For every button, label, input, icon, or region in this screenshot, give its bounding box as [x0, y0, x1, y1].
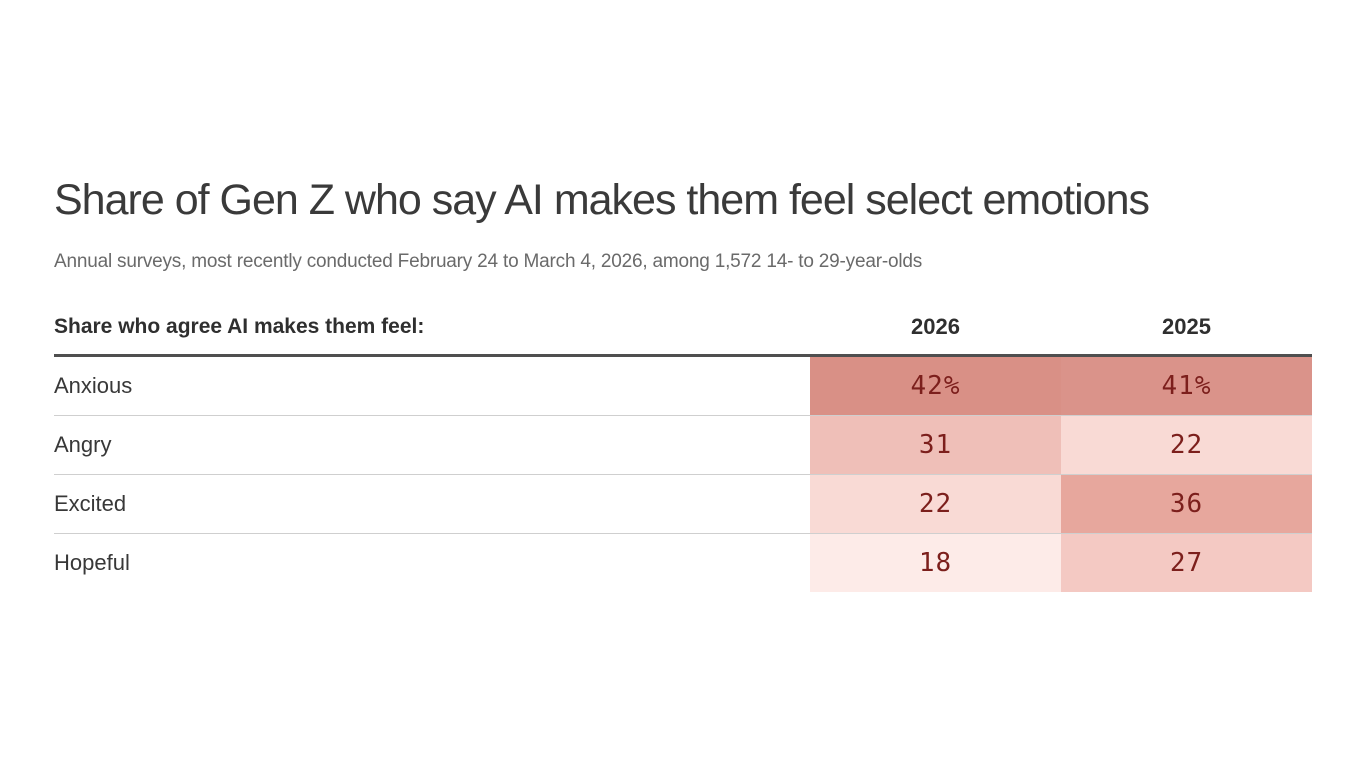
row-label: Hopeful: [54, 550, 130, 575]
value-cell-hopeful-2025: 27: [1061, 534, 1312, 592]
column-header-2025: 2025: [1162, 314, 1211, 339]
row-label: Excited: [54, 491, 127, 516]
value-cell-excited-2026: 22: [810, 475, 1061, 533]
value-cell-angry-2025: 22: [1061, 416, 1312, 474]
value-cell-anxious-2026: 42%: [810, 357, 1061, 415]
heatmap-table-chart: Share of Gen Z who say AI makes them fee…: [54, 0, 1312, 768]
row-header-label: Share who agree AI makes them feel:: [54, 315, 425, 338]
chart-subtitle: Annual surveys, most recently conducted …: [54, 251, 923, 272]
column-header-2026: 2026: [911, 314, 960, 339]
row-label: Anxious: [54, 373, 133, 398]
emotions-table: Share who agree AI makes them feel: 2026…: [54, 300, 1312, 592]
table-row-excited: Excited 22 36: [54, 475, 1312, 534]
value-cell-angry-2026: 31: [810, 416, 1061, 474]
row-label: Angry: [54, 432, 112, 457]
value-cell-anxious-2025: 41%: [1061, 357, 1312, 415]
table-row-angry: Angry 31 22: [54, 416, 1312, 475]
page-title: Share of Gen Z who say AI makes them fee…: [54, 176, 1150, 224]
value-cell-excited-2025: 36: [1061, 475, 1312, 533]
table-row-anxious: Anxious 42% 41%: [54, 357, 1312, 416]
value-cell-hopeful-2026: 18: [810, 534, 1061, 592]
table-row-hopeful: Hopeful 18 27: [54, 534, 1312, 592]
table-header-row: Share who agree AI makes them feel: 2026…: [54, 300, 1312, 357]
